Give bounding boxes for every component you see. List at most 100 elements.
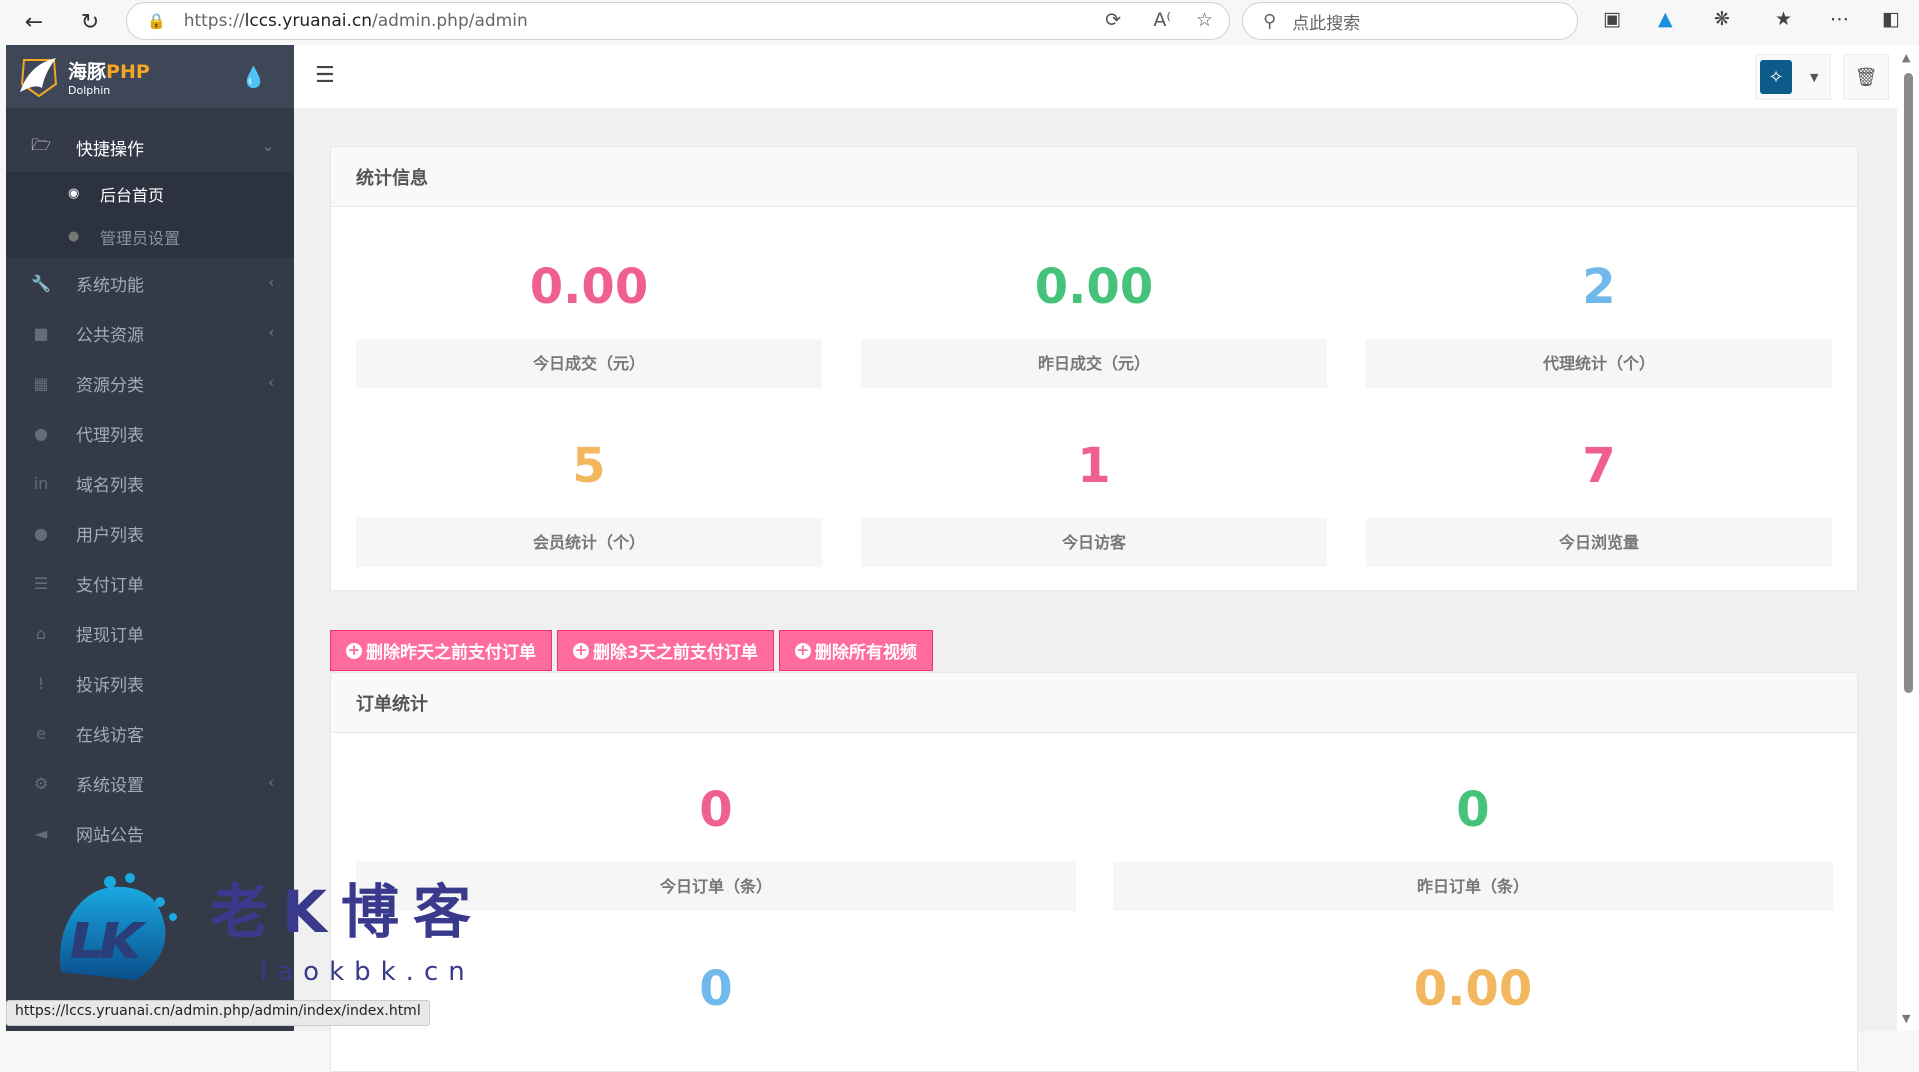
clear-cache-button[interactable]: 🗑 — [1843, 54, 1889, 100]
user-icon: ● — [68, 229, 80, 244]
delete-action-button[interactable]: + 删除3天之前支付订单 — [557, 630, 774, 671]
user-dropdown-button[interactable]: ✧ ▼ — [1755, 54, 1831, 100]
button-label: 删除所有视频 — [814, 643, 917, 663]
stat-card: 5 会员统计（个） — [356, 436, 822, 567]
stat-label: 今日成交（元） — [356, 339, 822, 388]
sidebar-item[interactable]: 🔧 系统功能 ‹ — [6, 258, 294, 308]
wrench-icon: 🔧 — [31, 273, 51, 293]
scroll-up-icon[interactable]: ▲ — [1902, 51, 1911, 64]
scrollbar[interactable]: ▲ ▼ — [1897, 45, 1919, 1031]
stat-value: 0.00 — [1413, 961, 1533, 1017]
sidebar-item[interactable]: ● 用户列表 — [6, 508, 294, 558]
panel-title: 订单统计 — [331, 673, 1857, 733]
stat-value: 2 — [1582, 259, 1616, 315]
stat-label: 会员统计（个） — [356, 518, 822, 567]
stat-value: 0.00 — [1034, 259, 1154, 315]
url-scheme: https:// — [183, 11, 245, 31]
delete-action-button[interactable]: + 删除所有视频 — [778, 630, 933, 671]
lock-icon: 🔒 — [147, 12, 166, 30]
stat-value: 1 — [1077, 438, 1111, 494]
logo-en: Dolphin — [68, 83, 111, 97]
menu-group-quick-actions[interactable]: 🗁 快捷操作 ⌄ — [6, 122, 294, 172]
users-icon: ● — [34, 423, 48, 443]
plus-circle-icon: + — [573, 641, 589, 659]
more-icon[interactable]: ⋯ — [1830, 8, 1849, 30]
extensions-puzzle-icon[interactable]: ❋ — [1714, 8, 1730, 30]
menu-label: 支付订单 — [76, 575, 144, 596]
stat-value: 0 — [699, 782, 733, 838]
search-placeholder: 点此搜索 — [1292, 13, 1361, 34]
stat-value: 5 — [572, 438, 606, 494]
delete-action-button[interactable]: + 删除昨天之前支付订单 — [330, 630, 552, 671]
logo-php: PHP — [106, 60, 150, 83]
sidebar-item[interactable]: in 域名列表 — [6, 458, 294, 508]
favorites-icon[interactable]: ★ — [1775, 8, 1793, 30]
back-button[interactable]: ← — [24, 9, 44, 35]
sidebar-item[interactable]: ⚙ 系统设置 ‹ — [6, 758, 294, 808]
favorite-star-icon[interactable]: ☆ — [1195, 9, 1213, 31]
sidebar-header: 海豚PHP Dolphin 💧 — [6, 45, 294, 108]
sidebar-item[interactable]: ⌂ 提现订单 — [6, 608, 294, 658]
stat-card: 0.00 — [1113, 959, 1833, 1019]
cat-extension-icon[interactable]: ▲ — [1658, 8, 1673, 30]
menu-label: 网站公告 — [76, 825, 144, 846]
watermark-url: laokbk.cn — [260, 957, 475, 987]
submenu-item-admin-settings[interactable]: ● 管理员设置 — [6, 215, 294, 258]
logo[interactable]: 海豚PHP Dolphin — [16, 54, 150, 100]
scrollbar-thumb[interactable] — [1904, 73, 1913, 693]
internet-explorer-icon: e — [36, 723, 46, 743]
action-buttons: + 删除昨天之前支付订单 + 删除3天之前支付订单 + 删除所有视频 — [330, 630, 933, 671]
logo-cn: 海豚 — [68, 60, 107, 83]
sidebar-item[interactable]: ▦ 资源分类 ‹ — [6, 358, 294, 408]
sidebar-item[interactable]: ● 代理列表 — [6, 408, 294, 458]
menu-label: 资源分类 — [76, 375, 144, 396]
stat-label: 昨日订单（条） — [1113, 862, 1833, 911]
database-icon: ☰ — [33, 573, 49, 593]
video-camera-icon: ■ — [33, 323, 49, 343]
stat-card: 0 昨日订单（条） — [1113, 780, 1833, 911]
url-host: lccs.yruanai.cn — [244, 11, 372, 31]
stat-card: 7 今日浏览量 — [1366, 436, 1832, 567]
dashboard-icon: ◉ — [68, 186, 80, 201]
read-aloud-icon[interactable]: A⁽ — [1153, 9, 1171, 31]
dolphin-logo-icon — [20, 57, 58, 97]
menu-label: 在线访客 — [76, 725, 144, 746]
submenu-label: 管理员设置 — [100, 228, 181, 248]
chevron-left-icon: ‹ — [268, 325, 274, 341]
sidebar-item[interactable]: ☰ 支付订单 — [6, 558, 294, 608]
sidebar-item[interactable]: ! 投诉列表 — [6, 658, 294, 708]
theme-drop-icon[interactable]: 💧 — [241, 65, 266, 89]
plus-circle-icon: + — [346, 641, 362, 659]
button-label: 删除昨天之前支付订单 — [366, 643, 536, 663]
chevron-left-icon: ‹ — [268, 275, 274, 291]
menu-label: 快捷操作 — [76, 139, 144, 160]
sidebar-toggle-icon[interactable]: ◧ — [1882, 8, 1900, 30]
menu-toggle-icon[interactable]: ☰ — [315, 63, 335, 88]
panel-title: 统计信息 — [331, 147, 1857, 207]
sidebar-item[interactable]: e 在线访客 — [6, 708, 294, 758]
reload-button[interactable]: ↻ — [80, 9, 100, 35]
edge-refresh-icon[interactable]: ⟳ — [1105, 9, 1121, 31]
avatar: ✧ — [1760, 60, 1792, 94]
status-bar-url: https://lccs.yruanai.cn/admin.php/admin/… — [6, 1000, 430, 1026]
stats-panel: 统计信息 0.00 今日成交（元） 0.00 昨日成交（元） 2 代理统计（个） 5 会员统计… — [330, 146, 1858, 591]
stat-value: 7 — [1582, 438, 1616, 494]
trash-icon: 🗑 — [1854, 66, 1878, 88]
menu-label: 代理列表 — [76, 425, 144, 446]
browser-toolbar: ← ↻ 🔒 https://lccs.yruanai.cn/admin.php/… — [0, 0, 1919, 45]
menu-label: 域名列表 — [76, 475, 144, 496]
stat-label: 昨日成交（元） — [861, 339, 1327, 388]
sidebar: 海豚PHP Dolphin 💧 🗁 快捷操作 ⌄ ◉ 后台首页 ● 管理员设置 … — [6, 45, 294, 1031]
stat-card: 0.00 昨日成交（元） — [861, 257, 1327, 388]
watermark-logo — [59, 873, 177, 980]
scroll-down-icon[interactable]: ▼ — [1902, 1012, 1911, 1025]
sidebar-item[interactable]: ◄ 网站公告 — [6, 808, 294, 858]
menu-label: 投诉列表 — [76, 675, 144, 696]
folder-open-icon: 🗁 — [31, 134, 51, 154]
address-bar[interactable]: 🔒 https://lccs.yruanai.cn/admin.php/admi… — [126, 2, 1230, 40]
submenu-item-dashboard[interactable]: ◉ 后台首页 — [6, 172, 294, 215]
extension-icon[interactable]: ▣ — [1603, 8, 1621, 30]
sidebar-item[interactable]: ■ 公共资源 ‹ — [6, 308, 294, 358]
browser-search[interactable]: ⚲ 点此搜索 — [1242, 2, 1578, 40]
exclamation-circle-icon: ! — [37, 673, 45, 693]
